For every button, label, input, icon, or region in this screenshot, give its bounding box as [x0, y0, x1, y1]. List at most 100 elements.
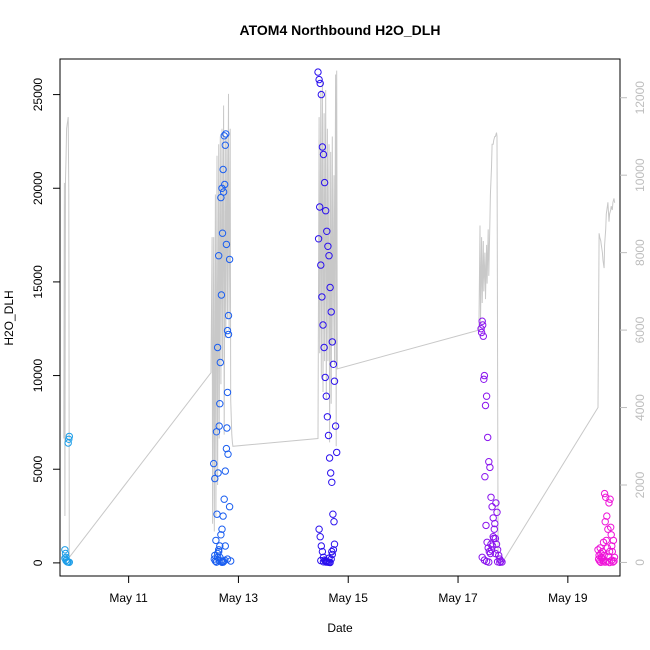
y-tick-label: 10000: [31, 359, 45, 393]
data-point-flight2: [213, 343, 222, 352]
data-point-flight3: [315, 75, 323, 84]
data-point-flight5: [607, 523, 615, 531]
data-point-flight5: [602, 493, 610, 501]
y-tick-label: 0: [31, 559, 45, 566]
data-point-flight3: [322, 392, 330, 400]
y-axis-label: H2O_DLH: [2, 290, 16, 345]
data-point-flight1: [65, 432, 74, 441]
secondary-series-line: [63, 70, 616, 563]
data-point-flight4: [492, 499, 500, 507]
data-point-flight1: [64, 558, 72, 566]
data-point-flight3: [328, 547, 336, 556]
data-point-flight4: [478, 317, 486, 325]
scatter-points-layer: [61, 68, 619, 567]
data-point-flight3: [318, 547, 327, 556]
data-point-flight5: [596, 544, 604, 552]
data-point-flight3: [327, 469, 335, 477]
data-point-flight4: [487, 493, 495, 501]
data-point-flight2: [219, 188, 228, 196]
data-point-flight3: [328, 478, 336, 486]
y2-tick-label: 8000: [633, 239, 647, 266]
data-point-flight4: [477, 325, 485, 333]
y2-tick-label: 4000: [633, 394, 647, 421]
data-point-flight2: [215, 252, 223, 260]
data-point-flight3: [322, 207, 330, 215]
data-point-flight2: [224, 311, 233, 320]
y-tick-label: 15000: [31, 265, 45, 299]
data-point-flight2: [225, 503, 234, 511]
data-point-flight3: [321, 373, 329, 382]
data-point-flight4: [487, 540, 495, 548]
data-point-flight3: [318, 293, 326, 301]
data-point-flight2: [216, 542, 224, 550]
data-point-flight4: [492, 540, 501, 548]
data-point-flight3: [317, 261, 325, 269]
data-point-flight2: [225, 255, 234, 264]
y-tick-label: 20000: [31, 171, 45, 205]
data-point-flight2: [218, 229, 227, 237]
y-tick-label: 5000: [31, 456, 45, 483]
data-point-flight3: [324, 242, 332, 251]
data-point-flight2: [219, 512, 227, 520]
data-point-flight4: [483, 538, 491, 546]
data-point-flight2: [223, 424, 231, 432]
data-point-flight2: [222, 130, 230, 138]
data-point-flight2: [221, 467, 230, 475]
data-point-flight5: [606, 495, 614, 503]
data-point-flight2: [222, 444, 231, 453]
y2-tick-label: 2000: [633, 471, 647, 498]
data-point-flight2: [218, 525, 226, 533]
data-point-flight3: [318, 143, 327, 151]
data-point-flight4: [489, 533, 497, 541]
x-tick-label: May 13: [219, 591, 259, 605]
data-point-flight2: [214, 469, 222, 477]
data-point-flight4: [481, 401, 490, 410]
data-point-flight3: [326, 283, 334, 292]
data-point-flight3: [323, 227, 331, 236]
data-point-flight5: [608, 556, 616, 564]
data-point-flight3: [331, 422, 340, 430]
data-point-flight2: [217, 291, 226, 299]
data-point-flight5: [609, 558, 617, 566]
data-point-flight3: [333, 448, 341, 457]
data-point-flight3: [325, 454, 334, 462]
data-point-flight3: [329, 360, 338, 368]
data-point-flight1: [62, 553, 70, 561]
x-tick-label: May 17: [438, 591, 478, 605]
data-point-flight3: [320, 343, 328, 352]
data-point-flight2: [223, 326, 232, 335]
data-point-flight3: [323, 413, 332, 421]
data-point-flight4: [479, 332, 487, 340]
data-point-flight3: [316, 533, 324, 541]
data-point-flight4: [491, 549, 500, 558]
data-point-flight2: [211, 474, 219, 483]
data-point-flight5: [605, 499, 613, 507]
y2-tick-label: 6000: [633, 316, 647, 343]
data-point-flight1: [62, 556, 70, 565]
data-point-flight3: [319, 150, 328, 159]
data-point-flight3: [324, 431, 333, 440]
data-point-flight1: [61, 546, 69, 554]
data-point-flight4: [486, 549, 495, 558]
data-point-flight4: [485, 558, 493, 566]
data-point-flight2: [220, 132, 228, 140]
x-axis-label: Date: [327, 621, 353, 635]
data-point-flight4: [480, 375, 488, 383]
data-point-flight2: [217, 531, 225, 539]
data-point-flight5: [603, 544, 612, 552]
data-point-flight4: [491, 519, 499, 528]
data-point-flight2: [219, 165, 227, 174]
x-tick-label: May 15: [329, 591, 369, 605]
data-point-flight3: [325, 252, 333, 260]
data-point-flight2: [215, 546, 223, 554]
data-point-flight2: [210, 459, 218, 468]
data-point-flight3: [327, 308, 335, 316]
data-point-flight4: [482, 392, 491, 400]
data-point-flight4: [477, 328, 486, 337]
data-point-flight5: [605, 558, 614, 567]
data-point-flight3: [319, 321, 327, 329]
data-point-flight5: [602, 536, 610, 545]
data-point-flight5: [601, 518, 609, 526]
data-point-flight4: [481, 473, 489, 481]
